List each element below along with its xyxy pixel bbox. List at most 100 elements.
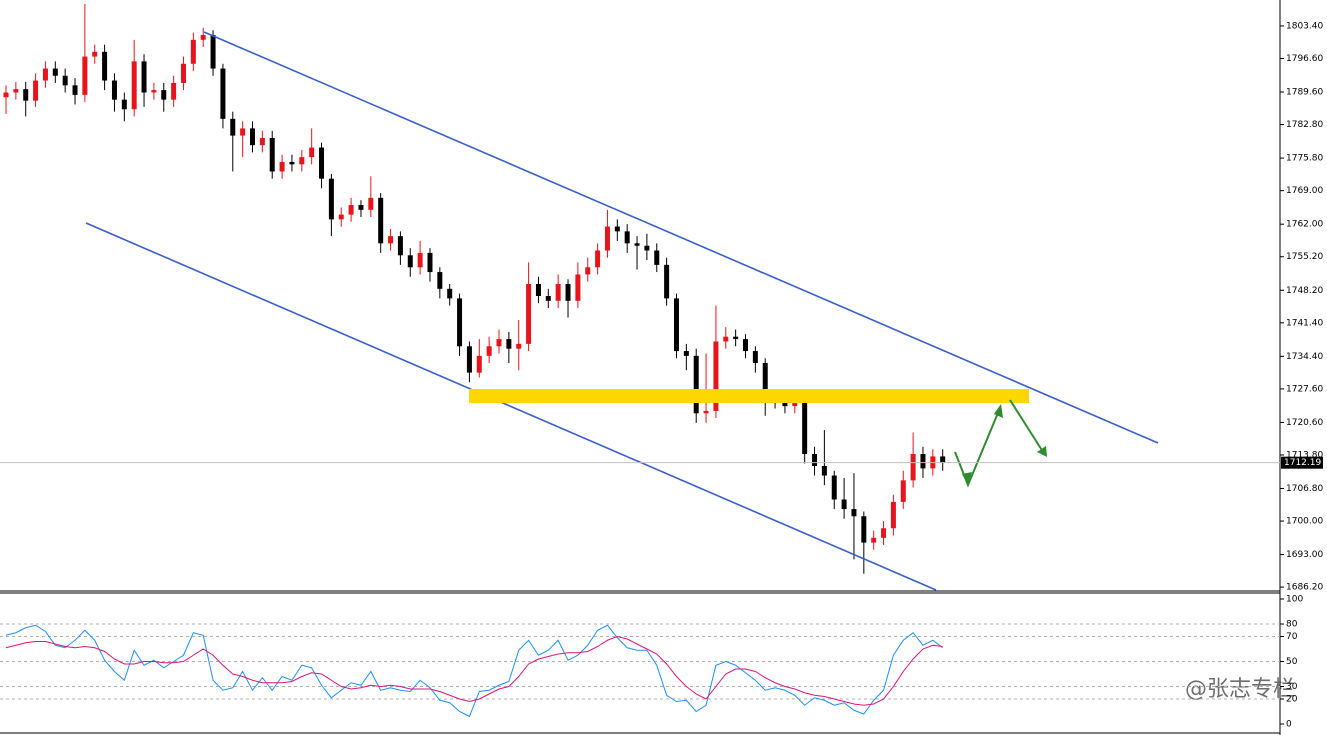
arrow-head (994, 404, 1003, 418)
candle-body (654, 250, 660, 265)
candle-body (683, 351, 689, 356)
candle-body (575, 274, 581, 301)
candle-body (417, 252, 423, 268)
candle-body (881, 528, 887, 538)
candle-body (289, 161, 295, 165)
candle-body (299, 157, 305, 165)
candle-body (250, 128, 255, 146)
channel-lower (85, 222, 937, 591)
y-tick-label: 1748.20 (1286, 286, 1323, 296)
candles (3, 3, 946, 574)
current-price-label: 1712.19 (1284, 458, 1321, 468)
candle-body (437, 272, 443, 289)
candle-body (476, 355, 482, 373)
candle-body (210, 35, 216, 69)
candle-body (535, 284, 541, 296)
candle-body (516, 343, 522, 349)
candle-body (42, 68, 48, 81)
candle-body (733, 336, 739, 340)
candle-body (565, 284, 571, 301)
candle-body (200, 35, 206, 40)
candle-body (171, 82, 177, 100)
candle-body (72, 85, 78, 95)
candle-body (259, 137, 265, 146)
candle-body (319, 147, 325, 179)
candle-body (33, 80, 39, 101)
annotations (85, 31, 1159, 591)
candle-body (131, 61, 137, 110)
candle-body (328, 178, 334, 220)
projection-arrow-down (1009, 399, 1046, 456)
y-tick-label: 1706.80 (1286, 484, 1323, 494)
y-tick-label: 70 (1286, 632, 1298, 642)
candle-body (3, 92, 9, 98)
candle-body (348, 205, 354, 215)
candle-body (595, 250, 601, 268)
candle-body (664, 264, 670, 299)
candle-body (821, 465, 827, 476)
y-tick-label: 20 (1286, 695, 1298, 705)
candle-body (397, 236, 403, 256)
y-tick-label: 1755.20 (1286, 252, 1323, 262)
candle-body (693, 355, 699, 414)
candle-body (368, 197, 374, 210)
candle-body (151, 90, 157, 93)
y-tick-label: 80 (1286, 620, 1298, 630)
channel-upper (203, 31, 1159, 444)
y-tick-label: 1700.00 (1286, 517, 1323, 527)
y-tick-label: 1713.80 (1286, 450, 1323, 460)
candle-body (190, 39, 196, 64)
candle-body (358, 205, 364, 210)
y-tick-label: 1782.80 (1286, 120, 1323, 130)
candle-body (910, 454, 916, 481)
candle-body (920, 454, 926, 469)
candle-body (900, 480, 906, 502)
candle-body (338, 214, 344, 220)
candle-body (378, 197, 384, 244)
candle-body (831, 475, 837, 500)
candle-body (240, 128, 246, 136)
candle-body (762, 363, 768, 397)
candle-body (23, 89, 29, 101)
arrow-head (1037, 446, 1047, 457)
y-tick-label: 1803.40 (1286, 21, 1323, 31)
candle-body (890, 501, 896, 529)
candle-body (82, 56, 88, 95)
y-tick-label: 30 (1286, 682, 1298, 692)
current-price-box (1281, 456, 1323, 469)
watermark: @张志专栏 (1185, 677, 1295, 702)
y-tick-label: 1741.40 (1286, 318, 1323, 328)
candle-body (812, 454, 818, 466)
candle-body (545, 296, 551, 301)
candle-body (269, 137, 275, 172)
candle-body (466, 346, 472, 373)
candle-body (111, 80, 117, 100)
candle-body (13, 89, 19, 93)
candle-body (851, 509, 857, 517)
candle-body (555, 284, 561, 301)
candle-body (92, 51, 98, 57)
candle-body (526, 284, 532, 344)
candle-body (180, 63, 186, 83)
y-tick-label: 50 (1286, 657, 1298, 667)
y-tick-label: 1686.20 (1286, 583, 1323, 593)
y-tick-label: 1769.00 (1286, 186, 1323, 196)
candle-body (388, 236, 394, 244)
candle-body (407, 255, 413, 268)
candle-body (161, 90, 167, 100)
candle-body (62, 75, 68, 86)
candle-body (447, 288, 453, 299)
candle-body (673, 298, 679, 352)
y-tick-label: 0 (1286, 720, 1292, 730)
candle-body (279, 161, 285, 172)
candle-body (713, 341, 719, 411)
y-tick-label: 100 (1286, 595, 1303, 605)
candle-body (121, 99, 127, 110)
candle-body (309, 147, 315, 158)
candle-body (624, 231, 630, 244)
candle-body (743, 339, 748, 352)
resistance-zone (469, 389, 1029, 403)
indicator-line (5, 635, 943, 706)
